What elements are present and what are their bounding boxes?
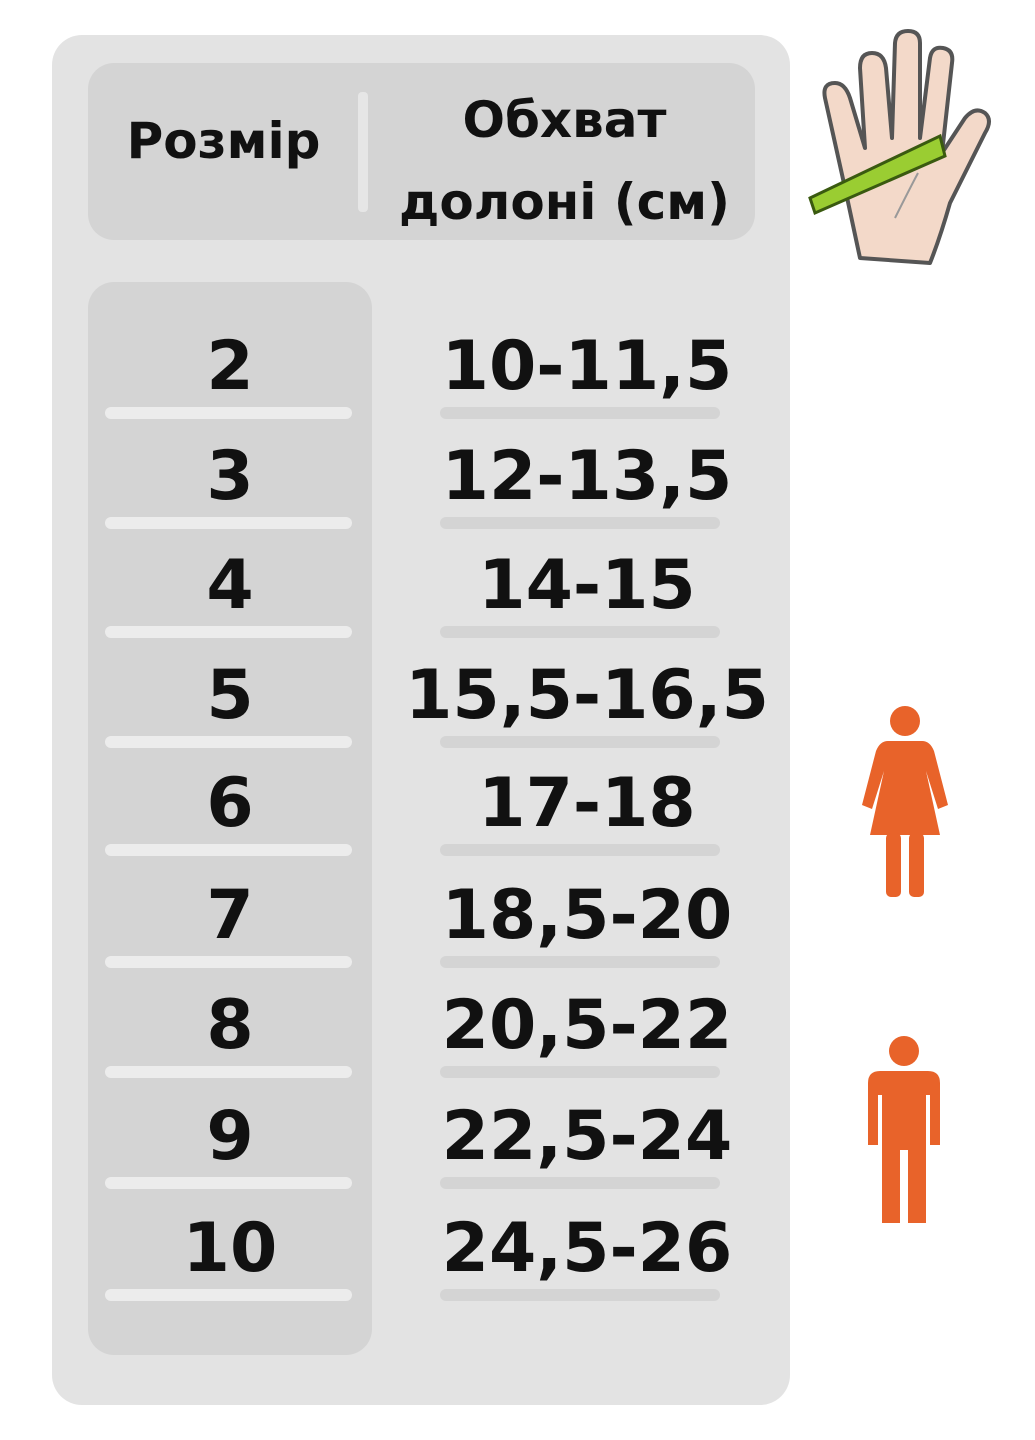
palm-girth-cell: 12-13,5 [441, 437, 733, 516]
row-underline-left [105, 1066, 352, 1078]
row-underline-left [105, 736, 352, 748]
row-underline-left [105, 517, 352, 529]
male-icon [868, 1036, 940, 1223]
size-cell: 7 [206, 876, 254, 955]
header-palm-girth-line2: долоні (см) [398, 173, 730, 231]
row-underline-right [440, 956, 720, 968]
row-underline-left [105, 844, 352, 856]
row-underline-left [105, 626, 352, 638]
table-row: 4 14-15 [0, 534, 1035, 644]
row-underline-left [105, 956, 352, 968]
row-underline-left [105, 1177, 352, 1189]
header-palm-girth-line1: Обхват [462, 91, 667, 149]
table-row: 6 17-18 [0, 752, 1035, 862]
size-cell: 8 [206, 986, 254, 1065]
size-cell: 2 [206, 327, 254, 406]
row-underline-right [440, 517, 720, 529]
palm-girth-cell: 10-11,5 [441, 327, 733, 406]
table-row: 9 22,5-24 [0, 1085, 1035, 1195]
size-cell: 4 [206, 546, 254, 625]
size-cell: 5 [206, 656, 254, 735]
female-icon [862, 706, 948, 897]
row-underline-left [105, 1289, 352, 1301]
palm-girth-cell: 17-18 [478, 764, 696, 843]
size-column [88, 282, 372, 1355]
table-row: 3 12-13,5 [0, 425, 1035, 535]
table-row: 7 18,5-20 [0, 864, 1035, 974]
row-underline-right [440, 1289, 720, 1301]
hand-measure-icon [808, 29, 991, 265]
size-cell: 10 [182, 1209, 278, 1288]
row-underline-right [440, 1066, 720, 1078]
size-cell: 9 [206, 1097, 254, 1176]
palm-girth-cell: 22,5-24 [441, 1097, 733, 1176]
row-underline-right [440, 626, 720, 638]
palm-girth-cell: 14-15 [478, 546, 696, 625]
table-header [88, 63, 755, 240]
table-row: 5 15,5-16,5 [0, 644, 1035, 754]
table-row: 8 20,5-22 [0, 974, 1035, 1084]
table-row: 2 10-11,5 [0, 315, 1035, 425]
palm-girth-cell: 15,5-16,5 [405, 656, 769, 735]
header-palm-girth: Обхват долоні (см) [372, 74, 757, 248]
row-underline-right [440, 1177, 720, 1189]
header-divider [358, 92, 368, 212]
size-cell: 6 [206, 764, 254, 843]
row-underline-right [440, 844, 720, 856]
palm-girth-cell: 24,5-26 [441, 1209, 733, 1288]
palm-girth-cell: 20,5-22 [441, 986, 733, 1065]
palm-girth-cell: 18,5-20 [441, 876, 733, 955]
row-underline-right [440, 407, 720, 419]
table-row: 10 24,5-26 [0, 1197, 1035, 1307]
size-cell: 3 [206, 437, 254, 516]
row-underline-right [440, 736, 720, 748]
row-underline-left [105, 407, 352, 419]
header-size: Розмір [126, 112, 321, 170]
